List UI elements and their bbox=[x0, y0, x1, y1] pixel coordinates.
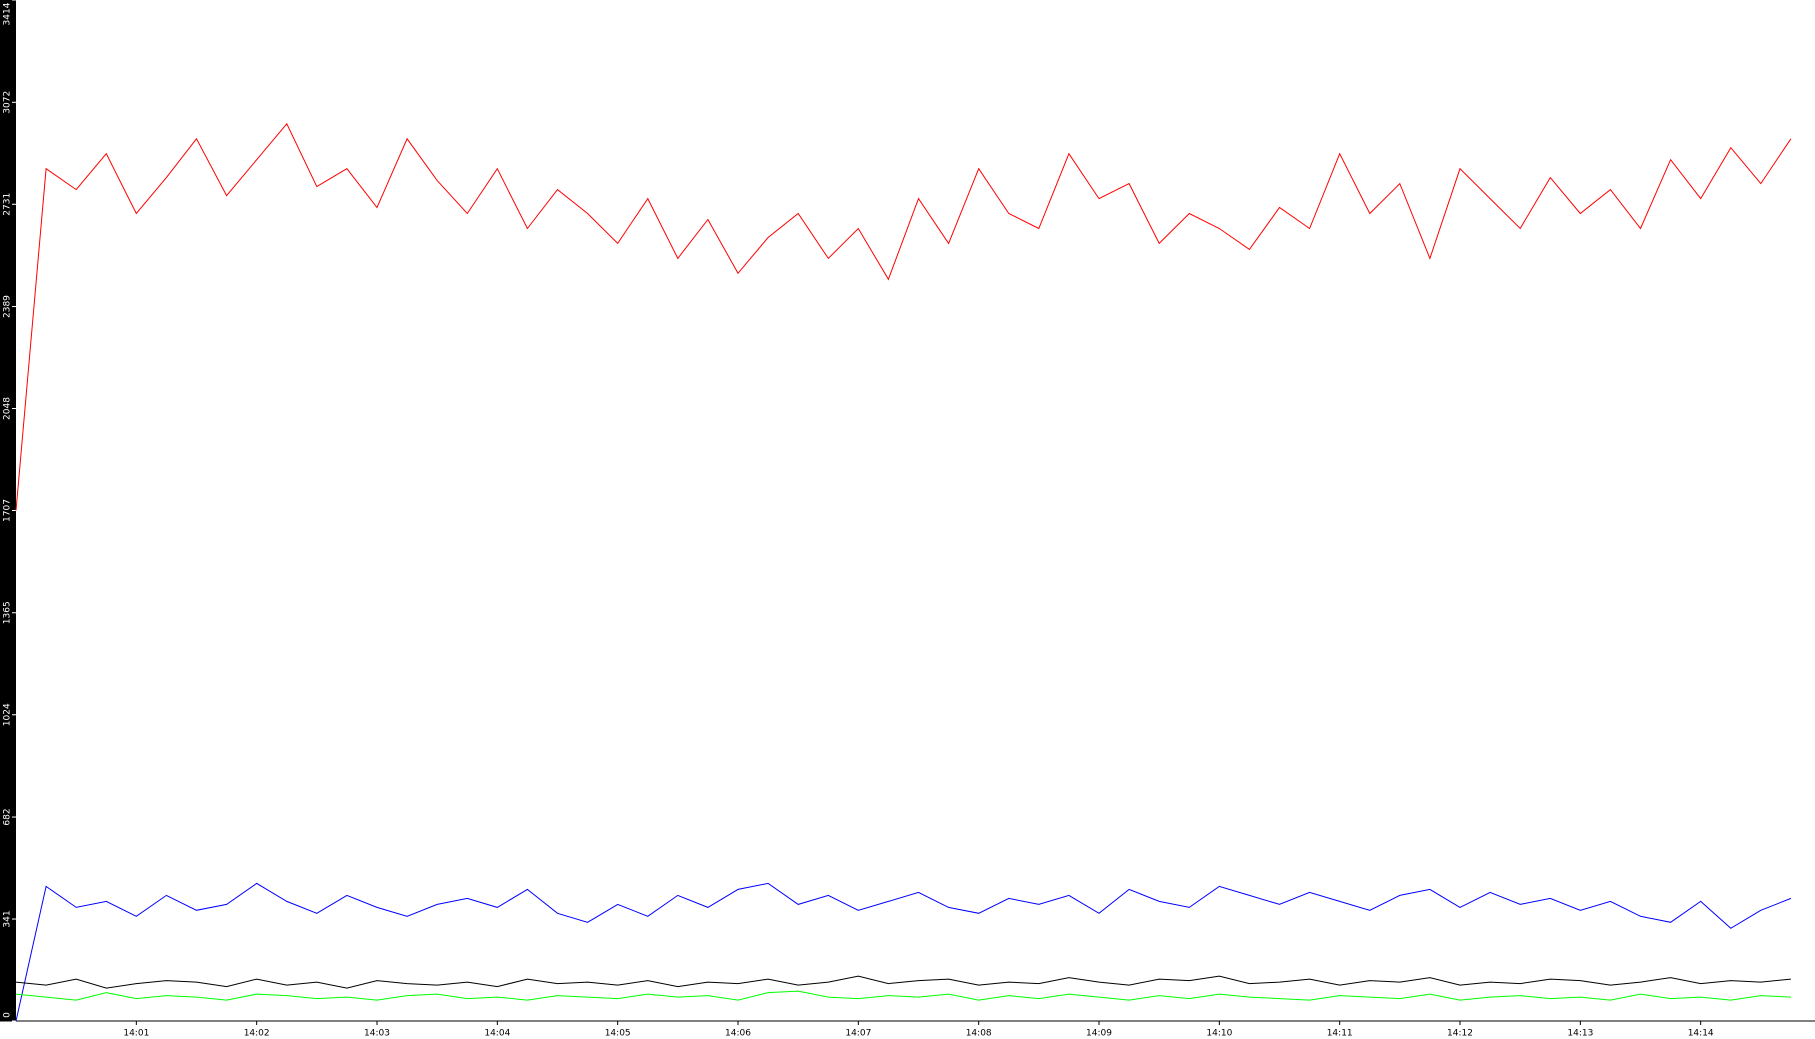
x-tick-label: 14:02 bbox=[244, 1029, 270, 1039]
y-tick-label: 3072 bbox=[3, 91, 13, 114]
x-tick-label: 14:12 bbox=[1447, 1029, 1473, 1039]
y-tick-label: 3414 bbox=[3, 2, 13, 25]
x-tick-label: 14:06 bbox=[725, 1029, 751, 1039]
y-tick-label: 341 bbox=[3, 910, 13, 927]
series-line bbox=[15, 990, 1791, 1001]
x-tick-label: 14:11 bbox=[1327, 1029, 1353, 1039]
y-tick-label: 2731 bbox=[3, 193, 13, 216]
x-tick-label: 14:08 bbox=[966, 1029, 992, 1039]
x-tick-label: 14:03 bbox=[364, 1029, 390, 1039]
y-tick-label: 682 bbox=[3, 808, 13, 825]
y-tick-label: 2389 bbox=[3, 295, 13, 318]
x-tick-label: 14:07 bbox=[845, 1029, 871, 1039]
y-tick-label: 2048 bbox=[3, 397, 13, 420]
y-axis-strip bbox=[0, 0, 16, 1021]
y-tick-label: 1707 bbox=[3, 499, 13, 522]
x-tick-label: 14:13 bbox=[1567, 1029, 1593, 1039]
y-tick-label: 1024 bbox=[3, 703, 13, 726]
x-tick-label: 14:04 bbox=[484, 1029, 510, 1039]
x-tick-label: 14:10 bbox=[1206, 1029, 1232, 1039]
y-tick-label: 0 bbox=[3, 1012, 13, 1018]
x-tick-label: 14:14 bbox=[1688, 1029, 1714, 1039]
x-tick-label: 14:05 bbox=[605, 1029, 631, 1039]
series-line bbox=[15, 122, 1792, 511]
series-line bbox=[15, 975, 1791, 989]
x-tick-label: 14:09 bbox=[1086, 1029, 1112, 1039]
series-line bbox=[15, 882, 1792, 1022]
y-tick-label: 1365 bbox=[3, 601, 13, 624]
x-tick-label: 14:01 bbox=[123, 1029, 149, 1039]
